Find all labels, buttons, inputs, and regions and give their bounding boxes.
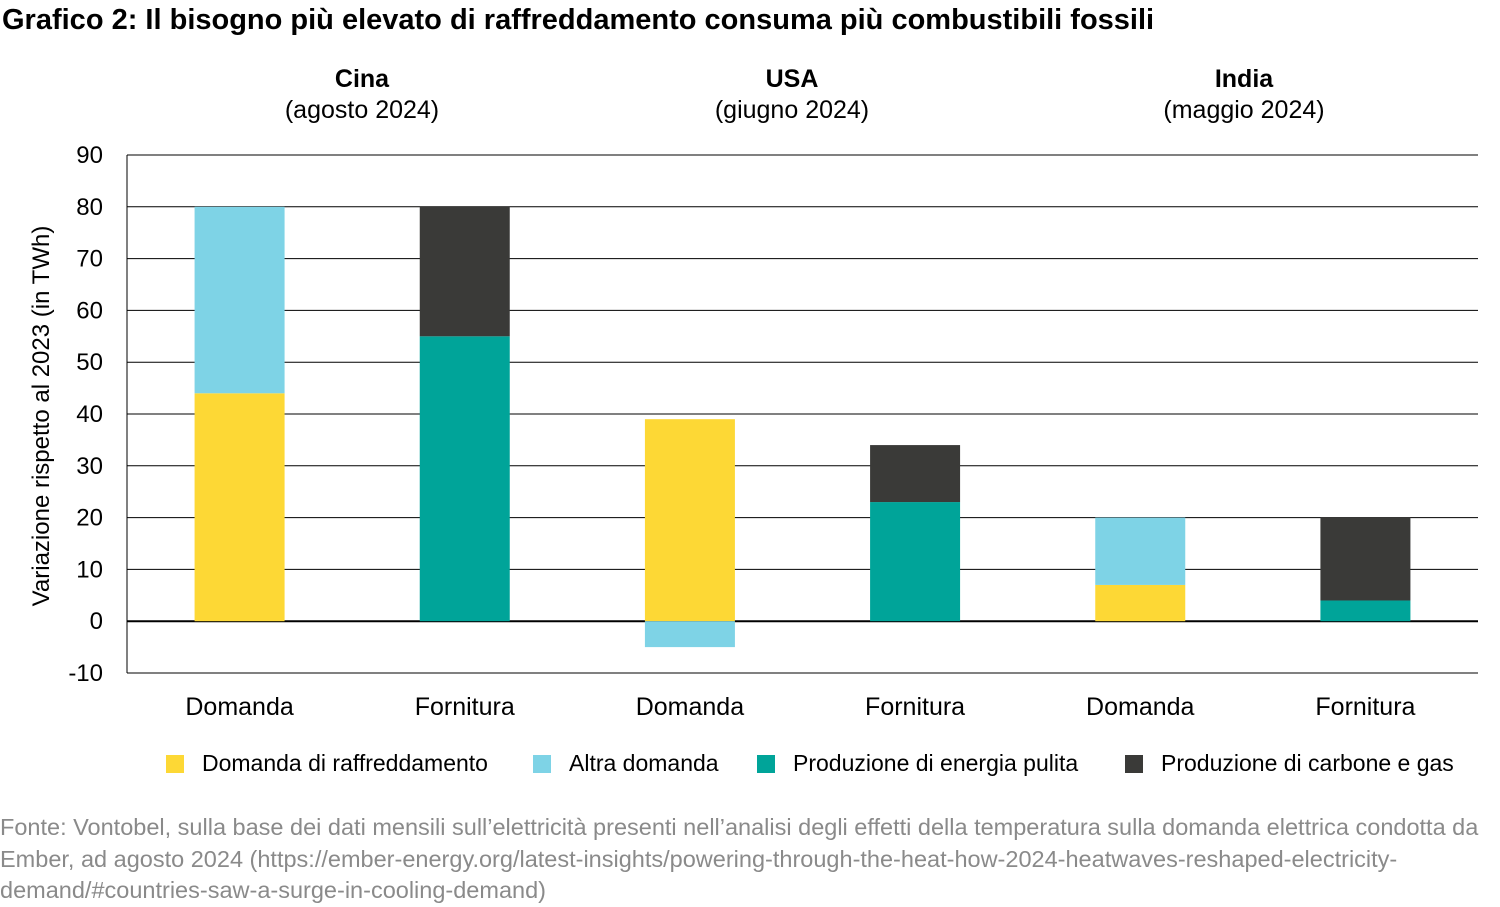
- bar-segment: [644, 419, 735, 622]
- y-tick-label: -10: [68, 660, 103, 687]
- group-header-cina: Cina (agosto 2024): [212, 64, 512, 126]
- x-tick-label: Domanda: [185, 693, 293, 721]
- bar-segment: [1095, 517, 1186, 585]
- x-tick-label: Fornitura: [415, 693, 515, 721]
- y-axis-title: Variazione rispetto al 2023 (in TWh): [28, 226, 55, 607]
- bar-segment: [870, 502, 961, 622]
- bar-segment: [1320, 600, 1411, 622]
- chart-title: Grafico 2: Il bisogno più elevato di raf…: [2, 4, 1155, 36]
- x-tick-label: Domanda: [636, 693, 744, 721]
- bar-segment: [1095, 584, 1186, 622]
- legend-swatch: [166, 754, 184, 773]
- legend-label: Altra domanda: [569, 750, 719, 776]
- legend-label: Produzione di energia pulita: [793, 750, 1079, 776]
- legend-swatch: [533, 754, 551, 773]
- bar-segment: [644, 621, 735, 648]
- x-tick-label: Fornitura: [865, 693, 965, 721]
- bar-segment: [870, 445, 961, 503]
- y-tick-label: 10: [76, 556, 103, 583]
- y-tick-label: 0: [90, 608, 103, 635]
- group-period: (agosto 2024): [284, 96, 440, 124]
- y-tick-label: 20: [76, 505, 103, 532]
- group-country: USA: [765, 65, 819, 93]
- legend-swatch: [757, 754, 775, 773]
- y-tick-label: 70: [76, 246, 103, 273]
- legend-label: Produzione di carbone e gas: [1161, 750, 1454, 776]
- x-tick-label: Fornitura: [1315, 693, 1415, 721]
- group-period: (maggio 2024): [1163, 96, 1325, 124]
- y-tick-label: 40: [76, 401, 103, 428]
- group-period: (giugno 2024): [714, 96, 870, 124]
- bar-segment: [194, 206, 285, 394]
- bar-segment: [1320, 517, 1411, 601]
- y-tick-label: 60: [76, 297, 103, 324]
- bar-segment: [419, 206, 510, 337]
- legend-item-coal-gas: Produzione di carbone e gas: [1125, 750, 1454, 777]
- group-country: Cina: [334, 65, 390, 93]
- legend-item-other-demand: Altra domanda: [533, 750, 719, 777]
- y-tick-label: 80: [76, 194, 103, 221]
- legend-swatch: [1125, 754, 1143, 773]
- legend-label: Domanda di raffreddamento: [202, 750, 488, 776]
- group-header-india: India (maggio 2024): [1094, 64, 1394, 126]
- bar-segment: [194, 393, 285, 622]
- bar-segment: [419, 336, 510, 622]
- source-note: Fonte: Vontobel, sulla base dei dati men…: [0, 814, 1479, 903]
- y-tick-label: 50: [76, 349, 103, 376]
- legend-item-clean-energy: Produzione di energia pulita: [757, 750, 1078, 777]
- x-tick-label: Domanda: [1086, 693, 1194, 721]
- stacked-bar-chart: -10 0 10 20 30 40 50 60 70 80 90 Variazione rispett…: [28, 142, 1478, 721]
- group-country: India: [1214, 65, 1274, 93]
- legend-item-cooling-demand: Domanda di raffreddamento: [166, 750, 488, 777]
- y-tick-label: 30: [76, 453, 103, 480]
- y-tick-label: 90: [76, 142, 103, 169]
- legend: Domanda di raffreddamento Altra domanda …: [0, 750, 1500, 780]
- group-header-usa: USA (giugno 2024): [642, 64, 942, 126]
